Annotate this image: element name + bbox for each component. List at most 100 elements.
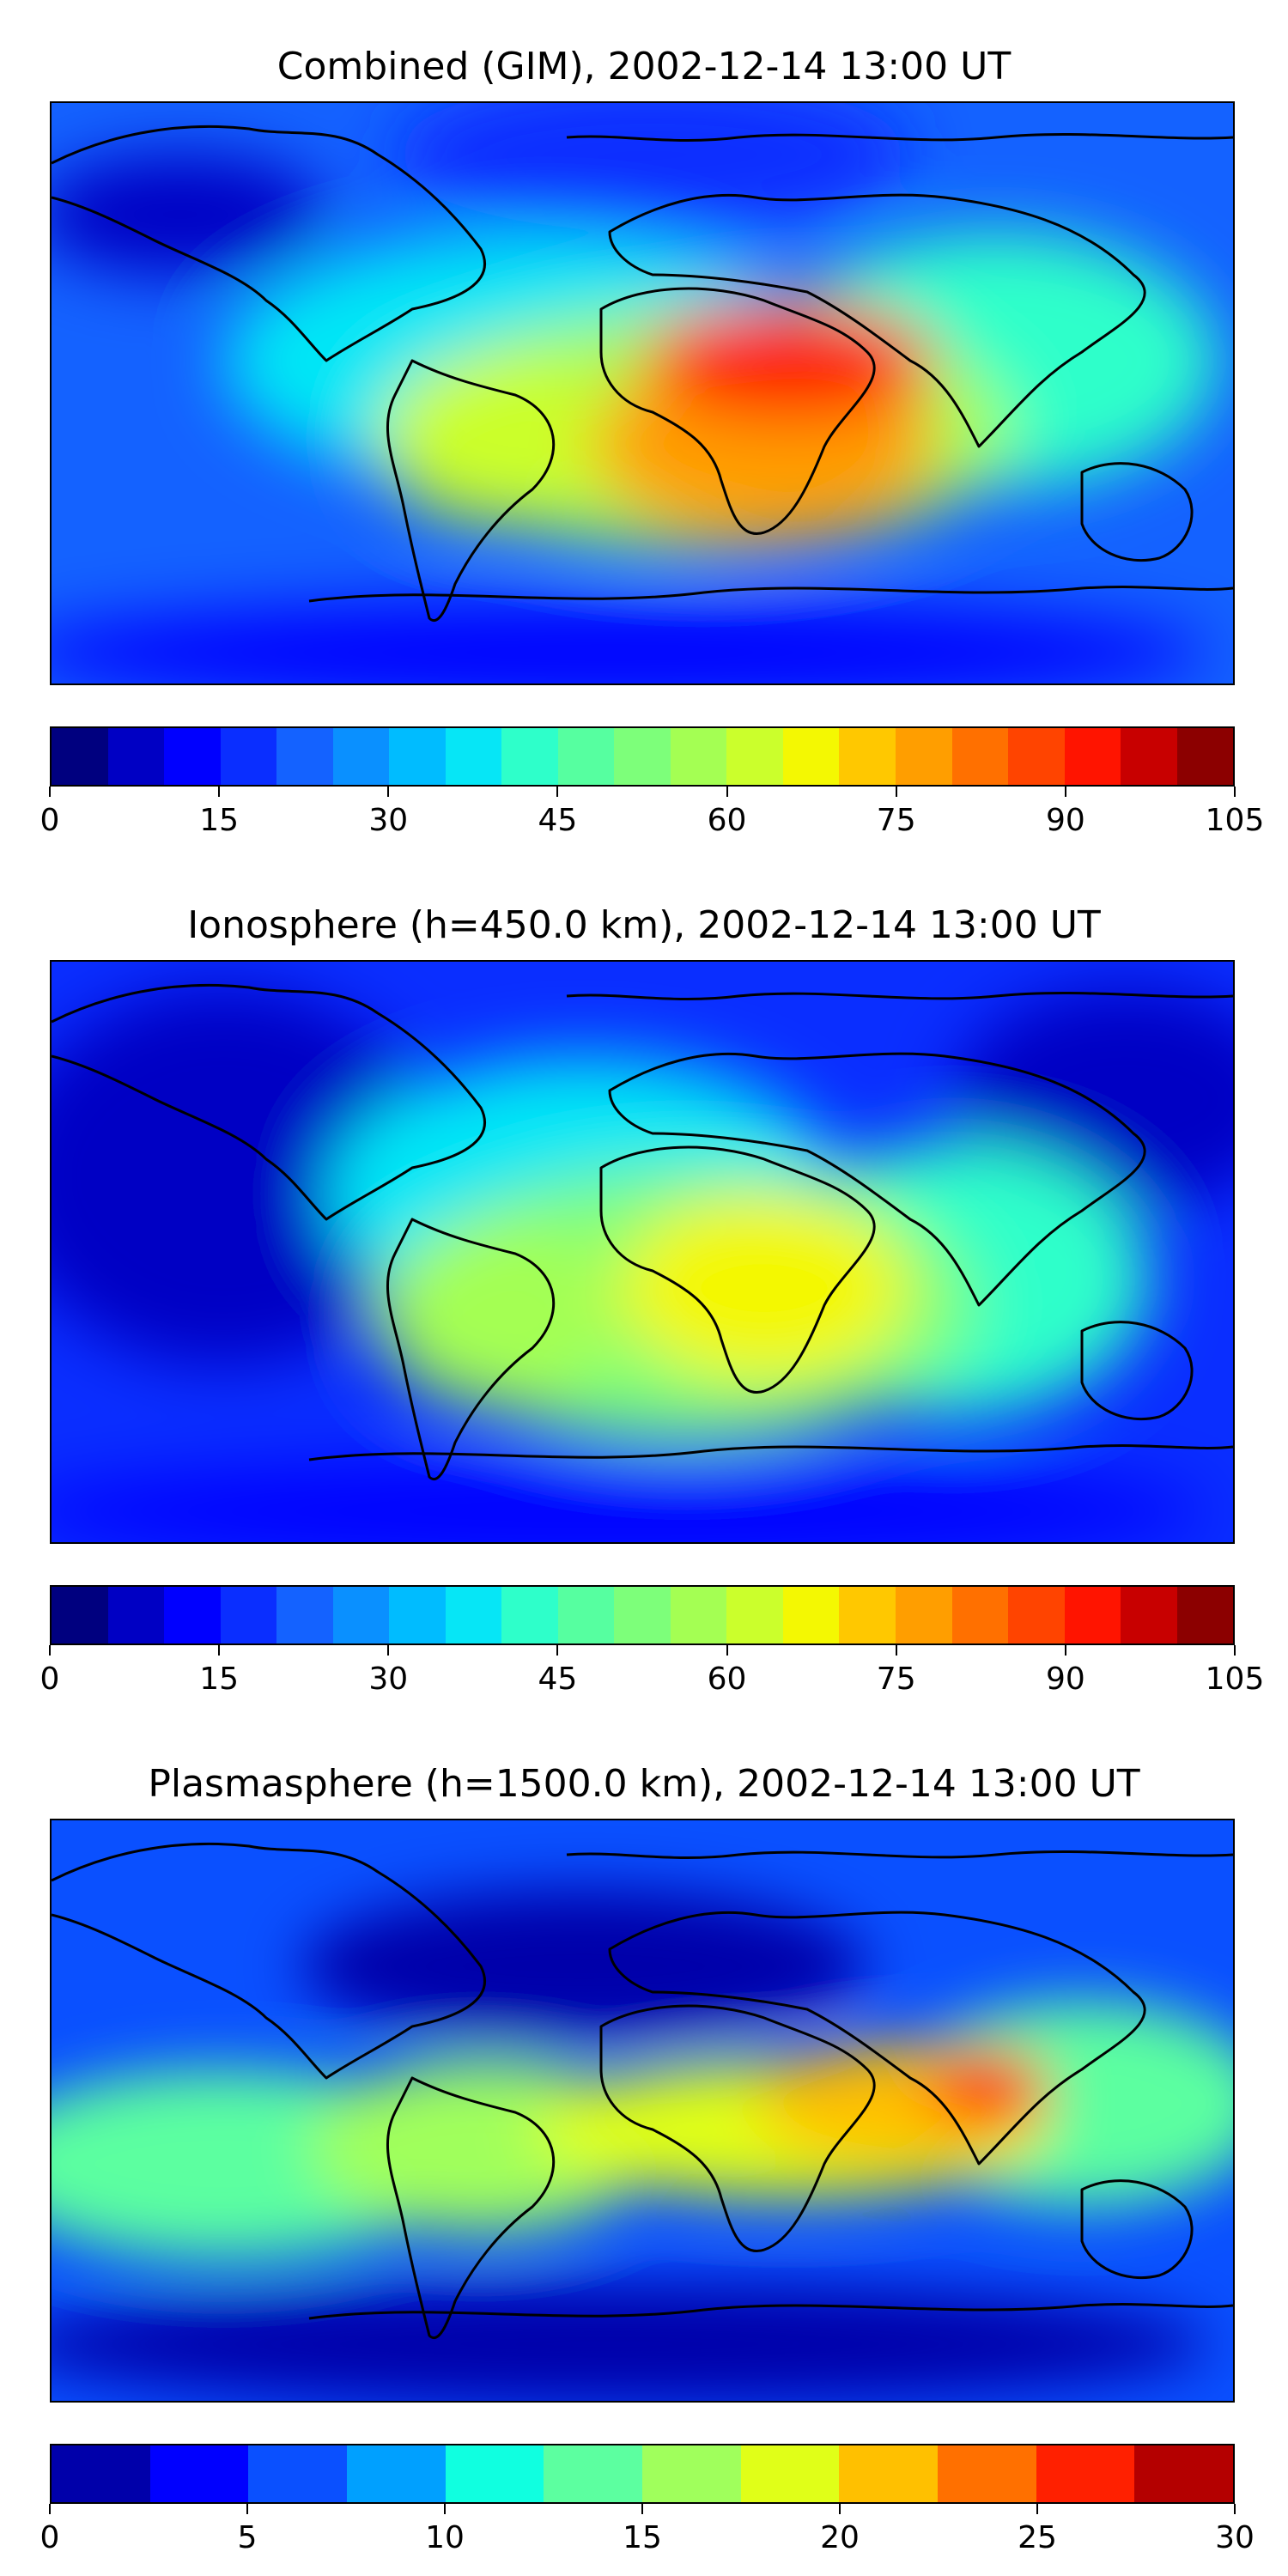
field-region-south-america — [378, 352, 618, 524]
colorbar-tick-label: 75 — [876, 1662, 916, 1697]
colorbar-tick-mark — [218, 1645, 221, 1656]
panel-2-map — [50, 960, 1235, 1544]
panel-2-colorbar — [50, 1585, 1235, 1645]
colorbar-segment — [389, 1587, 446, 1643]
field-region-north-pacific — [52, 155, 326, 275]
field-region-southern-ocean — [52, 601, 1211, 683]
colorbar-tick-label: 15 — [199, 803, 240, 838]
colorbar-tick-mark — [49, 2504, 51, 2514]
colorbar-segment — [220, 728, 277, 785]
colorbar-tick-label: 90 — [1045, 1662, 1085, 1697]
colorbar-tick-mark — [1064, 1645, 1066, 1656]
colorbar-segment — [782, 1587, 840, 1643]
colorbar-segment — [1036, 2445, 1135, 2502]
colorbar-segment — [1121, 728, 1177, 785]
colorbar-tick-label: 0 — [39, 1662, 60, 1697]
colorbar-tick-label: 30 — [1215, 2520, 1255, 2555]
field-region-central-africa — [618, 1194, 910, 1382]
coastlines — [52, 983, 1233, 1480]
colorbar-segment — [839, 1587, 896, 1643]
colorbar-tick-label: 15 — [623, 2520, 662, 2555]
colorbar-segment — [614, 728, 671, 785]
colorbar-segment — [1064, 1587, 1121, 1643]
colorbar-segment — [52, 728, 108, 785]
colorbar-segment — [895, 1587, 952, 1643]
colorbar-tick-label: 0 — [39, 803, 60, 838]
colorbar-segment — [839, 2445, 939, 2502]
colorbar-segment — [276, 1587, 333, 1643]
colorbar-tick-mark — [49, 787, 51, 797]
colorbar-tick-label: 60 — [707, 803, 747, 838]
colorbar-tick-label: 20 — [820, 2520, 860, 2555]
colorbar-segment — [1134, 2445, 1234, 2502]
colorbar-segment — [557, 728, 615, 785]
colorbar-tick-mark — [556, 1645, 559, 1656]
panel-1-field — [52, 103, 1233, 683]
colorbar-tick-label: 25 — [1018, 2520, 1057, 2555]
colorbar-segment — [1008, 728, 1065, 785]
colorbar-segment — [614, 1587, 671, 1643]
colorbar-tick-label: 105 — [1205, 1662, 1265, 1697]
colorbar-segment — [107, 1587, 165, 1643]
colorbar-segment — [839, 728, 896, 785]
field-region-north-pacific — [52, 987, 447, 1365]
colorbar-tick-label: 15 — [199, 1662, 240, 1697]
colorbar-tick-mark — [218, 787, 221, 797]
colorbar-segment — [951, 1587, 1009, 1643]
panel-2-colorbar-ticks: 0 15 30 45 60 75 90 105 — [40, 1645, 1264, 1697]
colorbar-tick-label: 45 — [538, 803, 578, 838]
colorbar-tick-mark — [1064, 787, 1066, 797]
colorbar-segment — [670, 728, 727, 785]
panel-1-colorbar — [50, 726, 1235, 787]
field-region-north-atlantic-low — [301, 1889, 867, 2044]
colorbar-tick-mark — [246, 2504, 248, 2514]
colorbar-segment — [52, 1587, 108, 1643]
colorbar-segment — [107, 728, 165, 785]
colorbar-tick-mark — [726, 1645, 728, 1656]
colorbar-segment — [740, 2445, 840, 2502]
colorbar-tick-label: 30 — [368, 803, 409, 838]
colorbar-tick-label: 5 — [237, 2520, 258, 2555]
colorbar-tick-mark — [726, 787, 728, 797]
colorbar-segment — [248, 2445, 348, 2502]
colorbar-tick-label: 10 — [425, 2520, 465, 2555]
panel-2-title: Ionosphere (h=450.0 km), 2002-12-14 13:0… — [187, 903, 1101, 947]
colorbar-segment — [164, 728, 221, 785]
panel-1-title: Combined (GIM), 2002-12-14 13:00 UT — [276, 45, 1012, 88]
colorbar-tick-mark — [1234, 1645, 1236, 1656]
field-region-southeast-asia — [927, 2048, 1048, 2125]
colorbar-segment — [501, 728, 558, 785]
colorbar-tick-mark — [1234, 787, 1236, 797]
colorbar-tick-label: 75 — [876, 803, 916, 838]
colorbar-segment — [670, 1587, 727, 1643]
panel-1-map — [50, 101, 1235, 685]
colorbar-tick-mark — [49, 1645, 51, 1656]
colorbar-segment — [1008, 1587, 1065, 1643]
colorbar-tick-label: 30 — [368, 1662, 409, 1697]
colorbar-segment — [501, 1587, 558, 1643]
coastlines — [52, 125, 1233, 622]
colorbar-segment — [951, 728, 1009, 785]
colorbar-segment — [220, 1587, 277, 1643]
colorbar-tick-mark — [1036, 2504, 1038, 2514]
colorbar-tick-label: 45 — [538, 1662, 578, 1697]
colorbar-segment — [895, 728, 952, 785]
colorbar-segment — [1176, 728, 1234, 785]
colorbar-segment — [544, 2445, 643, 2502]
colorbar-segment — [389, 728, 446, 785]
colorbar-tick-mark — [387, 1645, 390, 1656]
colorbar-tick-mark — [895, 1645, 897, 1656]
colorbar-tick-mark — [839, 2504, 841, 2514]
colorbar-segment — [276, 728, 333, 785]
panel-3-colorbar — [50, 2444, 1235, 2504]
colorbar-tick-mark — [895, 787, 897, 797]
panel-1-colorbar-ticks: 0 15 30 45 60 75 90 105 — [40, 787, 1264, 838]
colorbar-segment — [52, 2445, 150, 2502]
colorbar-tick-mark — [444, 2504, 446, 2514]
colorbar-segment — [642, 2445, 741, 2502]
colorbar-segment — [1121, 1587, 1177, 1643]
colorbar-segment — [445, 728, 502, 785]
field-region-southern-ocean — [52, 2284, 1211, 2401]
colorbar-segment — [557, 1587, 615, 1643]
colorbar-segment — [149, 2445, 249, 2502]
